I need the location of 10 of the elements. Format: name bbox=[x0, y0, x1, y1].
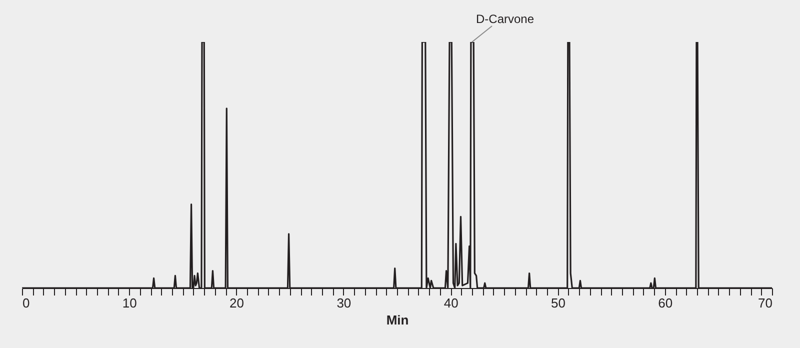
x-tick-label: 70 bbox=[758, 296, 772, 310]
x-tick-label: 60 bbox=[658, 296, 673, 310]
annotation: D-Carvone bbox=[476, 12, 534, 26]
x-tick-label: 30 bbox=[336, 296, 352, 310]
x-tick-label: 10 bbox=[122, 296, 137, 310]
x-axis-title: Min bbox=[386, 312, 409, 328]
x-tick-label: 20 bbox=[230, 296, 244, 310]
x-tick-label: 40 bbox=[444, 296, 458, 310]
x-tick-label: 0 bbox=[22, 296, 30, 310]
x-tick-label: 50 bbox=[550, 296, 566, 310]
